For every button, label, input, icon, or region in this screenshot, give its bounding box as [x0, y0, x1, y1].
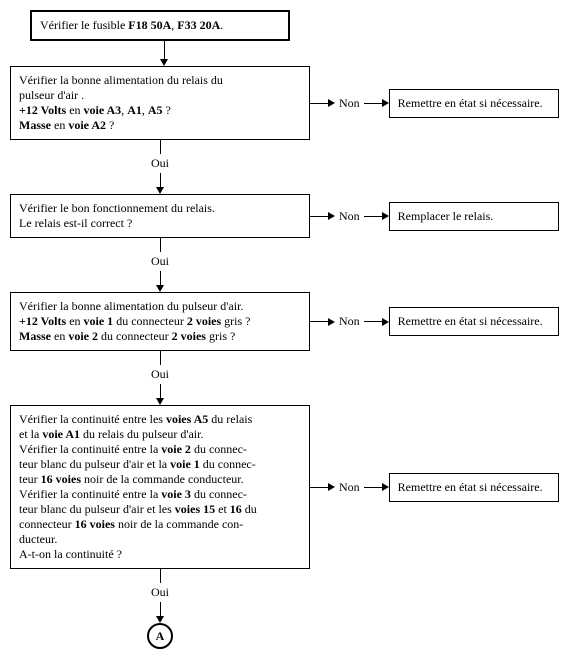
no-label: Non [335, 478, 364, 497]
no-label: Non [335, 207, 364, 226]
vertical-connector: Oui [10, 140, 310, 194]
no-label: Non [335, 94, 364, 113]
decision-box: Vérifier la bonne alimentation du relais… [10, 66, 310, 140]
action-box: Remettre en état si nécessaire. [389, 473, 559, 502]
vertical-connector: Oui [10, 238, 310, 292]
decision-box: Vérifier la bonne alimentation du pulseu… [10, 292, 310, 351]
no-branch: Non Remettre en état si nécessaire. [310, 307, 559, 336]
no-label: Non [335, 312, 364, 331]
yes-label: Oui [147, 365, 173, 384]
connector-circle-wrap: A [10, 623, 310, 649]
action-box: Remettre en état si nécessaire. [389, 89, 559, 118]
vertical-connector: Oui [10, 351, 310, 405]
no-branch: Non Remplacer le relais. [310, 202, 559, 231]
vertical-connector [10, 41, 310, 66]
vertical-connector: Oui [10, 569, 310, 623]
action-box: Remettre en état si nécessaire. [389, 307, 559, 336]
decision-box: Vérifier la continuité entre les voies A… [10, 405, 310, 569]
no-branch: Non Remettre en état si nécessaire. [310, 473, 559, 502]
yes-label: Oui [147, 154, 173, 173]
decision-box: Vérifier le bon fonctionnement du relais… [10, 194, 310, 238]
no-branch: Non Remettre en état si nécessaire. [310, 89, 559, 118]
connector-circle: A [147, 623, 173, 649]
yes-label: Oui [147, 252, 173, 271]
action-box: Remplacer le relais. [389, 202, 559, 231]
start-box: Vérifier le fusible F18 50A, F33 20A. [30, 10, 290, 41]
yes-label: Oui [147, 583, 173, 602]
